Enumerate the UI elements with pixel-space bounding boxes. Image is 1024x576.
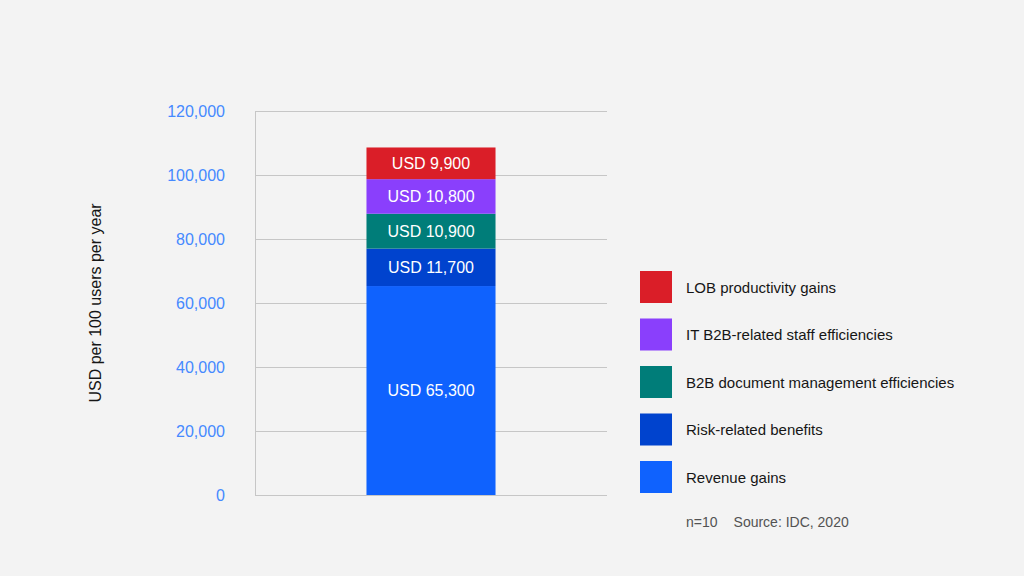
y-axis: 0 20,000 40,000 60,000 80,000 100,000 120,000 bbox=[167, 103, 607, 504]
bar-segment bbox=[366, 214, 495, 249]
y-axis-line bbox=[256, 112, 608, 496]
legend-swatch bbox=[640, 414, 672, 446]
annotation: n=10 bbox=[686, 514, 718, 530]
legend-swatch bbox=[640, 319, 672, 351]
data-labels: USD 65,300 USD 11,700 USD 10,900 USD 10,800… bbox=[387, 155, 474, 399]
y-tick-label: 40,000 bbox=[176, 359, 225, 376]
y-tick-label: 0 bbox=[216, 487, 225, 504]
y-tick-label: 60,000 bbox=[176, 295, 225, 312]
y-tick-label: 80,000 bbox=[176, 231, 225, 248]
legend-label: LOB productivity gains bbox=[686, 279, 836, 296]
bar-segment bbox=[366, 179, 495, 214]
y-tick-label: 20,000 bbox=[176, 423, 225, 440]
legend-swatch bbox=[640, 271, 672, 303]
legend-swatch bbox=[640, 366, 672, 398]
grid-line bbox=[255, 111, 607, 112]
legend-label: Risk-related benefits bbox=[686, 421, 823, 438]
y-tick-label: 100,000 bbox=[167, 167, 225, 184]
data-label: USD 10,900 bbox=[387, 223, 474, 240]
bar-segment bbox=[366, 147, 495, 179]
data-label: USD 10,800 bbox=[387, 188, 474, 205]
y-axis-title: USD per 100 users per year bbox=[87, 203, 104, 403]
data-label: USD 65,300 bbox=[387, 382, 474, 399]
annotation: Source: IDC, 2020 bbox=[734, 514, 849, 530]
chart-container: 0 20,000 40,000 60,000 80,000 100,000 120,000 U… bbox=[0, 0, 1024, 576]
data-label: USD 9,900 bbox=[392, 155, 470, 172]
bar-segment bbox=[366, 286, 495, 495]
bar-segment bbox=[366, 249, 495, 286]
legend-label: B2B document management efficiencies bbox=[686, 374, 954, 391]
legend: LOB productivity gains IT B2B-related sta… bbox=[640, 271, 954, 493]
legend-label: Revenue gains bbox=[686, 469, 786, 486]
y-tick-label: 120,000 bbox=[167, 103, 225, 120]
chart-svg: 0 20,000 40,000 60,000 80,000 100,000 120,000 U… bbox=[0, 0, 1024, 576]
data-label: USD 11,700 bbox=[388, 259, 474, 276]
legend-label: IT B2B-related staff efficiencies bbox=[686, 326, 893, 343]
grid-line bbox=[255, 495, 607, 496]
y-tick: 120,000 bbox=[167, 103, 607, 120]
bars bbox=[366, 147, 495, 495]
legend-swatch bbox=[640, 461, 672, 493]
